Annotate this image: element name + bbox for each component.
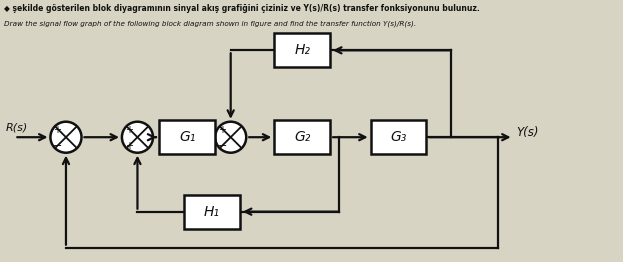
FancyBboxPatch shape bbox=[184, 195, 240, 229]
Text: −: − bbox=[217, 141, 227, 151]
FancyBboxPatch shape bbox=[274, 120, 330, 154]
FancyBboxPatch shape bbox=[371, 120, 427, 154]
Text: H₁: H₁ bbox=[204, 205, 220, 219]
FancyBboxPatch shape bbox=[159, 120, 215, 154]
Text: G₁: G₁ bbox=[179, 130, 196, 144]
FancyBboxPatch shape bbox=[274, 33, 330, 67]
Text: +: + bbox=[54, 125, 62, 135]
Text: R(s): R(s) bbox=[6, 122, 28, 132]
Text: G₃: G₃ bbox=[391, 130, 407, 144]
Text: Y(s): Y(s) bbox=[516, 126, 539, 139]
Text: H₂: H₂ bbox=[294, 43, 310, 57]
Circle shape bbox=[50, 122, 82, 153]
Text: +: + bbox=[125, 125, 133, 135]
Text: G₂: G₂ bbox=[294, 130, 310, 144]
Text: ◆ şekilde gösterilen blok diyagramının sinyal akış grafiğini çiziniz ve Y(s)/R(s: ◆ şekilde gösterilen blok diyagramının s… bbox=[4, 4, 480, 13]
Text: +: + bbox=[218, 125, 226, 135]
Circle shape bbox=[122, 122, 153, 153]
Text: +: + bbox=[125, 141, 133, 151]
Text: −: − bbox=[53, 141, 62, 151]
Text: Draw the signal flow graph of the following block diagram shown in figure and fi: Draw the signal flow graph of the follow… bbox=[4, 20, 416, 27]
Circle shape bbox=[215, 122, 246, 153]
